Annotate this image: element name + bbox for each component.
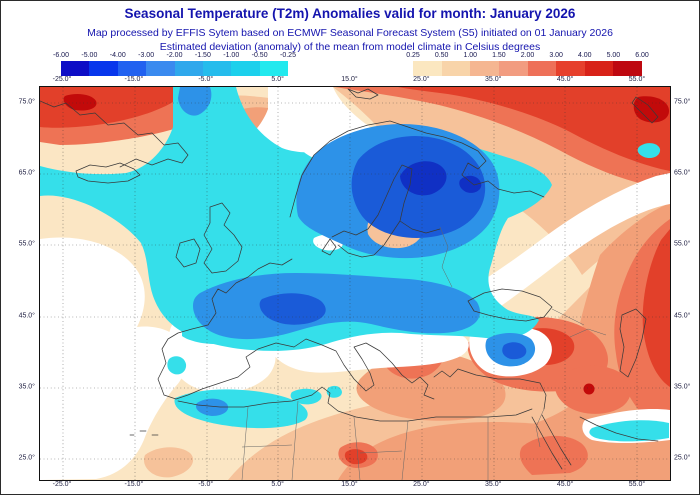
page-title: Seasonal Temperature (T2m) Anomalies val…: [124, 6, 576, 21]
lon-label-bottom: 45.0°: [556, 481, 574, 488]
lon-label-bottom: -15.0°: [124, 481, 144, 488]
legend-color-segment: [61, 61, 90, 76]
legend-tick-label: -4.00: [109, 52, 126, 59]
legend-color-segment: [202, 61, 232, 76]
legend-tick-label: 3.00: [549, 52, 563, 59]
anomaly-map-svg: [40, 87, 670, 480]
lat-label-right: 45.0°: [674, 312, 691, 320]
legend-color-segment: [613, 61, 642, 76]
country-border-paths: [241, 226, 607, 480]
legend-tick-label: -0.25: [280, 52, 296, 59]
legend-color-segment: [470, 61, 499, 76]
lat-label-left: 25.0°: [18, 454, 35, 462]
legend-tick-label: 5.00: [606, 52, 621, 59]
lat-label-left: 35.0°: [18, 383, 35, 391]
legend-negative-anomalies: -6.00 -5.00 -4.00 -3.00 -2.00 -1.50 -1.00 -0.50…: [53, 52, 296, 76]
lon-label-top: -25.0°: [52, 76, 72, 83]
legend-tick-label: -5.00: [81, 52, 98, 59]
legend-color-segment: [259, 61, 288, 76]
central-europe-cold-region: [193, 273, 480, 340]
legend-color-segment: [441, 61, 471, 76]
lon-label-bottom: 55.0°: [628, 481, 646, 488]
atlantic-neutral-region: [40, 237, 187, 480]
lon-label-bottom: 15.0°: [341, 481, 358, 488]
lat-label-right: 35.0°: [674, 383, 691, 391]
subtitle-line1: Map processed by EFFIS Sytem based on EC…: [87, 27, 613, 39]
cold-anomaly-regions: [40, 87, 669, 442]
legend-color-segment: [556, 61, 585, 76]
lon-label-top: 25.0°: [413, 76, 430, 83]
iran-hot-spot: [583, 383, 595, 395]
lat-label-right: 25.0°: [674, 454, 691, 462]
legend-color-segment: [146, 61, 175, 76]
legend-tick-label: -0.50: [251, 52, 268, 59]
legend-tick-label: 6.00: [635, 52, 649, 59]
legend-color-segment: [584, 61, 614, 76]
lon-label-top: 45.0°: [556, 76, 574, 83]
legend-tick-label: -1.00: [223, 52, 240, 59]
lon-label-bottom: -5.0°: [198, 481, 214, 488]
lat-label-left: 55.0°: [18, 240, 35, 248]
lon-label-bottom: 35.0°: [485, 481, 502, 488]
legend-tick-label: -1.50: [194, 52, 211, 59]
lon-label-bottom: 25.0°: [413, 481, 430, 488]
persian-gulf-cold-strip: [589, 420, 669, 442]
eastern-europe-warm: [460, 203, 670, 480]
subtitle-line2: Estimated deviation (anomaly) of the mea…: [159, 41, 541, 53]
legend-tick-label: -3.00: [138, 52, 155, 59]
legend-color-segment: [89, 61, 118, 76]
legend-tick-label: 1.50: [492, 52, 506, 59]
legend-tick-label: 0.50: [434, 52, 449, 59]
legend-tick-label: 0.25: [406, 52, 420, 59]
lat-label-left: 45.0°: [18, 312, 35, 320]
lat-label-right: 75.0°: [674, 98, 691, 106]
lat-label-right: 65.0°: [674, 169, 691, 177]
lon-label-bottom: 5.0°: [271, 481, 284, 488]
coastlines: [40, 88, 659, 480]
lon-label-top: 35.0°: [485, 76, 502, 83]
legend-color-segment: [174, 61, 203, 76]
lon-label-top: -5.0°: [198, 76, 214, 83]
legend-color-bar: [413, 61, 642, 76]
legend-tick-label: -6.00: [53, 52, 69, 59]
coastline-paths: [40, 88, 659, 470]
map-frame: [39, 86, 671, 481]
lon-label-top: 15.0°: [341, 76, 358, 83]
legend-color-segment: [498, 61, 528, 76]
legend-tick-label: -2.00: [166, 52, 183, 59]
legend-color-segment: [527, 61, 557, 76]
legend-color-segment: [413, 61, 442, 76]
legend-color-segment: [231, 61, 260, 76]
lon-label-top: 55.0°: [628, 76, 646, 83]
legend-positive-anomalies: 0.25 0.50 1.00 1.50 2.00 3.00 4.00 5.00 6.00: [406, 52, 649, 76]
lon-label-top: -15.0°: [124, 76, 144, 83]
lat-label-left: 75.0°: [18, 98, 35, 106]
lat-label-right: 55.0°: [674, 240, 691, 248]
legend-tick-label: 2.00: [520, 52, 535, 59]
legend-color-bar: [61, 61, 288, 76]
legend-tick-label: 4.00: [577, 52, 592, 59]
lat-label-left: 65.0°: [18, 169, 35, 177]
lon-label-bottom: -25.0°: [52, 481, 72, 488]
lon-label-top: 5.0°: [271, 76, 284, 83]
legend-tick-label: 1.00: [463, 52, 478, 59]
legend-color-segment: [117, 61, 147, 76]
